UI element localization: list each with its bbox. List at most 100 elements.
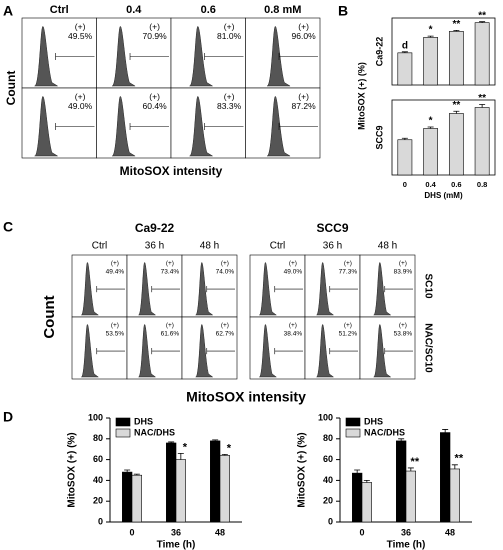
y-axis-label: MitoSOX (+) (%) bbox=[356, 62, 366, 130]
histogram-peak bbox=[195, 324, 214, 378]
significance-label: * bbox=[227, 442, 232, 454]
bar bbox=[219, 455, 230, 523]
y-tick-label: 60 bbox=[93, 454, 103, 464]
histogram-frame bbox=[21, 17, 97, 89]
histogram-peak bbox=[259, 262, 278, 316]
significance-label: ** bbox=[452, 100, 460, 111]
histogram-frame bbox=[96, 87, 172, 159]
bar bbox=[210, 440, 221, 523]
error-bar bbox=[401, 137, 408, 140]
histogram-frame bbox=[359, 316, 416, 380]
histogram-peak bbox=[111, 96, 136, 157]
gate-label: (+) bbox=[289, 260, 297, 267]
gate-percent: 49.5% bbox=[68, 31, 93, 41]
error-bar bbox=[427, 35, 434, 38]
error-bar bbox=[453, 110, 460, 114]
gate-percent: 73.4% bbox=[161, 268, 180, 275]
x-axis-label: MitoSOX intensity bbox=[120, 164, 223, 178]
legend-swatch bbox=[115, 428, 131, 438]
histogram-frame bbox=[249, 254, 306, 318]
gate-label: (+) bbox=[111, 260, 119, 267]
column-header: 0.8 mM bbox=[264, 4, 301, 16]
y-tick-label: 20 bbox=[323, 496, 333, 506]
legend-label: DHS bbox=[364, 416, 383, 426]
significance-label: ** bbox=[455, 453, 464, 465]
bar bbox=[397, 139, 413, 176]
bar bbox=[361, 482, 372, 523]
side-label: Ca9-22 bbox=[374, 37, 384, 67]
significance-label: * bbox=[429, 116, 433, 127]
error-bar bbox=[427, 126, 434, 129]
error-bar bbox=[177, 452, 184, 460]
histogram-peak bbox=[373, 262, 392, 316]
y-axis-label: Count bbox=[41, 295, 58, 338]
error-bar bbox=[168, 441, 175, 443]
bar bbox=[423, 128, 439, 176]
column-header: Ctrl bbox=[92, 241, 108, 252]
y-axis-label: Count bbox=[4, 71, 18, 106]
y-axis-label: MitoSOX (+) (%) bbox=[297, 432, 308, 507]
significance-label: ** bbox=[478, 10, 486, 21]
legend-swatch bbox=[345, 417, 361, 427]
column-header: Ctrl bbox=[50, 4, 69, 16]
bar bbox=[131, 474, 142, 523]
histogram-peak bbox=[111, 26, 136, 87]
histogram-frame bbox=[304, 316, 361, 380]
gate-label: (+) bbox=[166, 322, 174, 329]
plot-frame bbox=[391, 17, 496, 86]
histogram-frame bbox=[21, 87, 97, 159]
panel-label: D bbox=[3, 409, 13, 425]
gate-percent: 49.0% bbox=[284, 268, 303, 275]
significance-label: * bbox=[429, 25, 433, 36]
y-tick-label: 60 bbox=[323, 454, 333, 464]
gate-percent: 83.9% bbox=[394, 268, 413, 275]
error-bar bbox=[479, 104, 486, 108]
gate-percent: 49.0% bbox=[68, 101, 93, 111]
gate-label: (+) bbox=[399, 322, 407, 329]
error-bar bbox=[407, 467, 414, 472]
histogram-frame bbox=[126, 254, 183, 318]
histogram-peak bbox=[373, 324, 392, 378]
histogram-frame bbox=[126, 316, 183, 380]
error-bar bbox=[363, 480, 370, 483]
y-tick-label: 80 bbox=[323, 433, 333, 443]
column-header: 0.4 bbox=[126, 4, 142, 16]
gate-percent: 53.5% bbox=[106, 330, 125, 337]
significance-label: d bbox=[402, 40, 408, 51]
gate-label: (+) bbox=[166, 260, 174, 267]
gate-label: (+) bbox=[221, 322, 229, 329]
x-axis-label: Time (h) bbox=[157, 540, 196, 550]
histogram-peak bbox=[81, 324, 100, 378]
column-header: 48 h bbox=[200, 241, 219, 252]
x-tick-label: 48 bbox=[215, 527, 225, 537]
gate-label: (+) bbox=[289, 322, 297, 329]
histogram-frame bbox=[181, 316, 238, 380]
bar bbox=[397, 52, 413, 86]
histogram-frame bbox=[170, 17, 246, 89]
bar bbox=[122, 471, 133, 523]
bar bbox=[448, 113, 464, 176]
gate-label: (+) bbox=[149, 21, 160, 31]
y-tick-label: 100 bbox=[88, 412, 103, 422]
legend-label: NAC/DHS bbox=[134, 427, 175, 437]
column-header: Ctrl bbox=[270, 241, 286, 252]
significance-label: ** bbox=[452, 19, 460, 30]
legend-label: DHS bbox=[134, 416, 153, 426]
row-label: SC10 bbox=[422, 273, 433, 298]
histogram-frame bbox=[245, 87, 321, 159]
y-tick-label: 0 bbox=[98, 516, 103, 526]
legend-label: NAC/DHS bbox=[364, 427, 405, 437]
error-bar bbox=[479, 21, 486, 23]
bar bbox=[405, 470, 416, 523]
error-bar bbox=[442, 429, 449, 433]
gate-percent: 53.8% bbox=[394, 330, 413, 337]
gate-percent: 38.4% bbox=[284, 330, 303, 337]
legend-swatch bbox=[345, 428, 361, 438]
panel-label: A bbox=[3, 3, 13, 19]
x-tick-label: 0 bbox=[403, 180, 407, 189]
histogram-peak bbox=[266, 26, 291, 87]
gate-label: (+) bbox=[399, 260, 407, 267]
y-tick-label: 80 bbox=[93, 433, 103, 443]
gate-label: (+) bbox=[344, 322, 352, 329]
error-bar bbox=[124, 469, 131, 473]
